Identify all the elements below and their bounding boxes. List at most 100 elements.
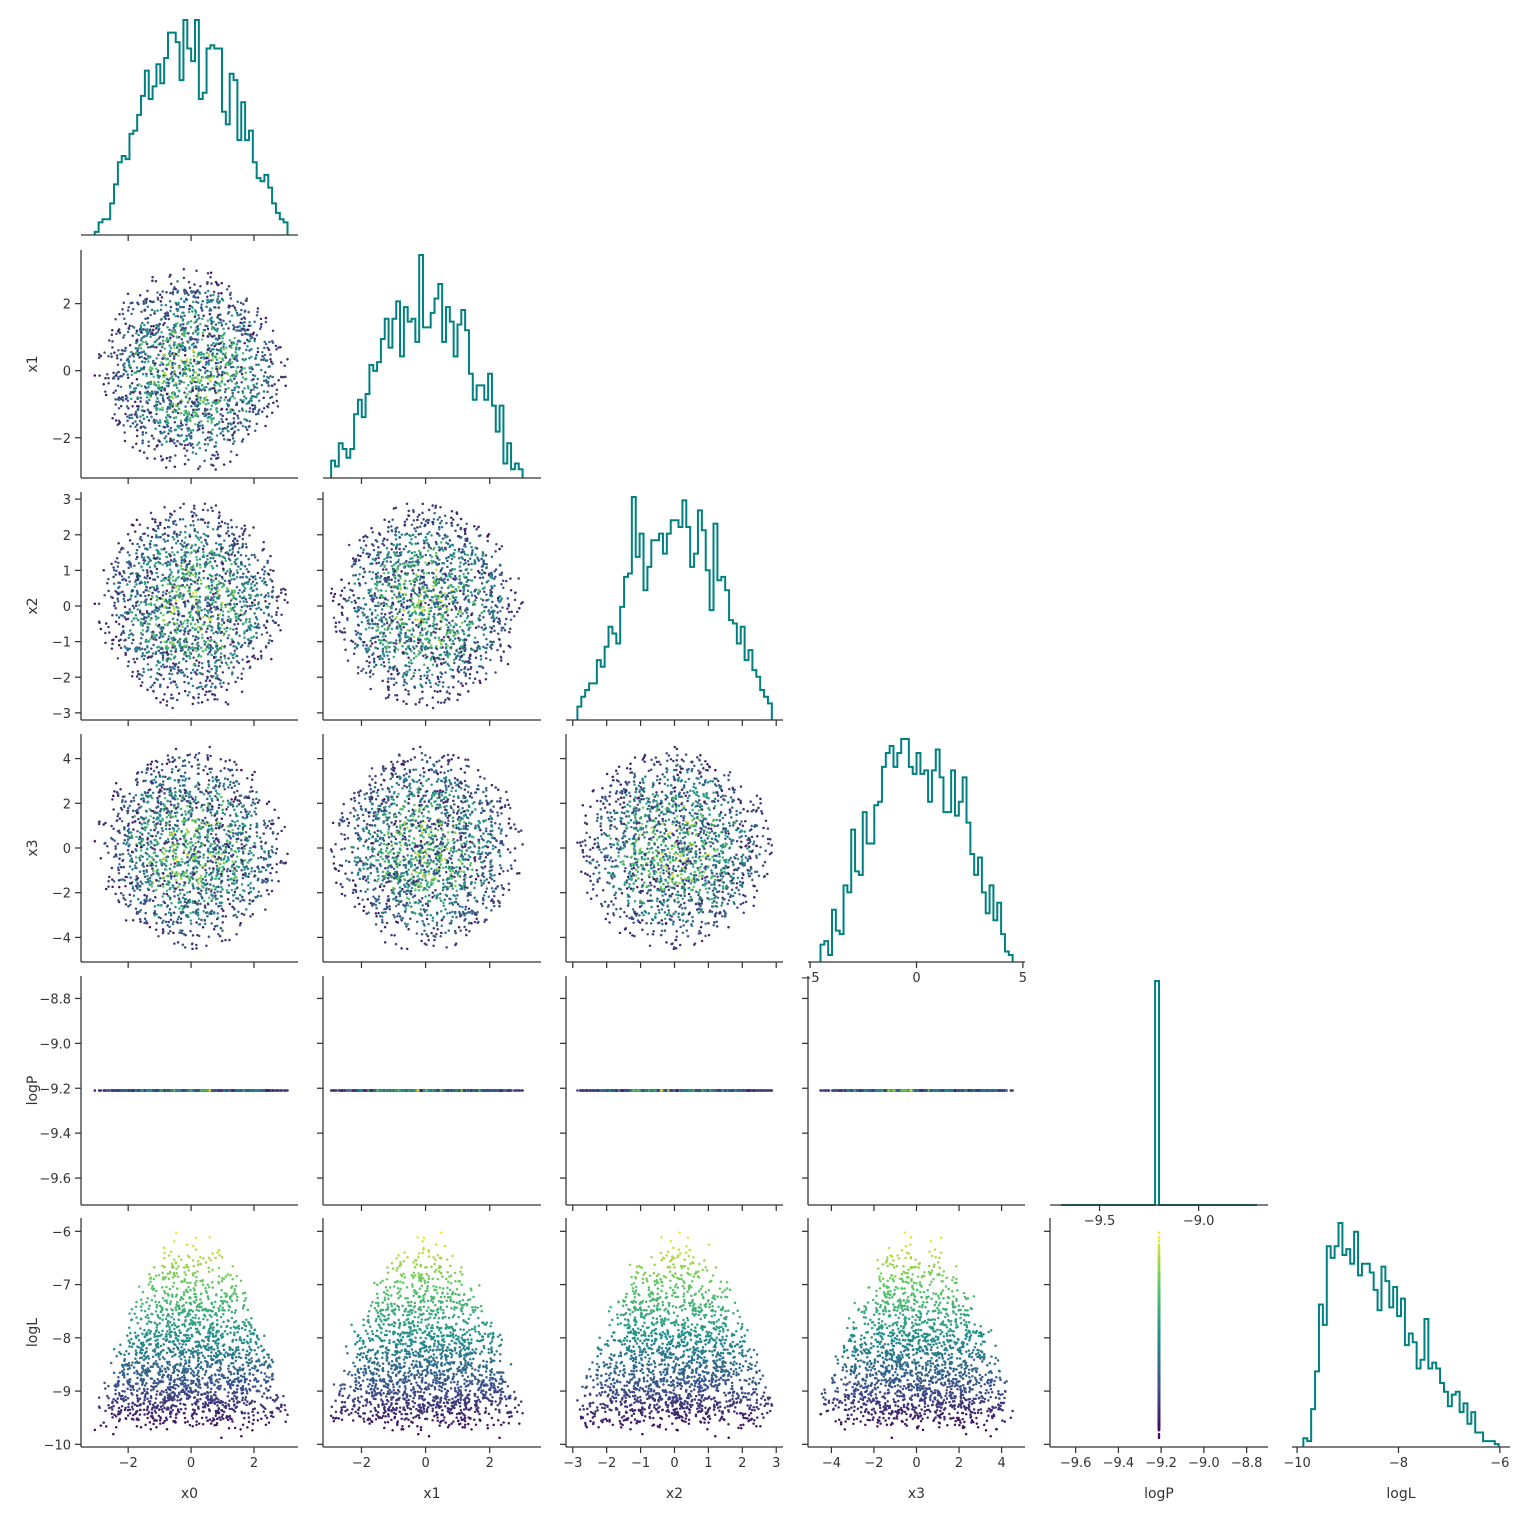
scatter-point — [141, 360, 144, 363]
scatter-point — [245, 349, 248, 352]
scatter-point — [248, 321, 251, 324]
scatter-point — [209, 294, 212, 297]
scatter-point — [157, 375, 160, 378]
scatter-point — [161, 443, 164, 446]
scatter-point — [221, 337, 224, 340]
scatter-point — [168, 429, 171, 432]
scatter-point — [174, 325, 177, 328]
scatter-point — [151, 309, 154, 312]
scatter-point — [141, 367, 144, 370]
scatter-point — [160, 300, 163, 303]
scatter-point — [261, 411, 264, 414]
scatter-point — [189, 336, 192, 339]
scatter-point — [132, 391, 135, 394]
scatter-point — [221, 415, 224, 418]
scatter-point — [193, 359, 196, 362]
scatter-point — [209, 307, 212, 310]
scatter-point — [132, 422, 135, 425]
scatter-point — [237, 391, 240, 394]
scatter-point — [187, 293, 190, 296]
scatter-point — [242, 376, 245, 379]
scatter-point — [129, 367, 132, 370]
scatter-point — [124, 347, 127, 350]
scatter-point — [163, 354, 166, 357]
scatter-point — [207, 355, 210, 358]
scatter-point — [177, 425, 180, 428]
scatter-point — [252, 333, 255, 336]
scatter-point — [176, 310, 179, 313]
scatter-point — [196, 405, 199, 408]
scatter-point — [177, 412, 180, 415]
scatter-point — [142, 414, 145, 417]
scatter-point — [149, 328, 152, 331]
scatter-point — [145, 373, 148, 376]
scatter-point — [122, 313, 125, 316]
scatter-point — [208, 378, 211, 381]
scatter-point — [247, 433, 250, 436]
scatter-point — [238, 348, 241, 351]
scatter-point — [263, 347, 266, 350]
scatter-point — [204, 443, 207, 446]
scatter-point — [153, 341, 156, 344]
scatter-point — [242, 303, 245, 306]
scatter-point — [142, 341, 145, 344]
scatter-point — [141, 439, 144, 442]
scatter-point — [149, 300, 152, 303]
scatter-point — [171, 332, 174, 335]
scatter-point — [241, 322, 244, 325]
scatter-point — [190, 429, 193, 432]
scatter-point — [211, 454, 214, 457]
scatter-point — [207, 328, 210, 331]
scatter-point — [173, 313, 176, 316]
scatter-point — [210, 433, 213, 436]
scatter-point — [183, 301, 186, 304]
scatter-point — [209, 371, 212, 374]
scatter-point — [140, 347, 143, 350]
scatter-point — [114, 389, 117, 392]
scatter-point — [123, 301, 126, 304]
scatter-point — [162, 376, 165, 379]
scatter-point — [184, 444, 187, 447]
subplot-x1-vs-x1 — [323, 255, 541, 484]
scatter-point — [240, 381, 243, 384]
scatter-point — [136, 366, 139, 369]
scatter-point — [211, 438, 214, 441]
scatter-point — [206, 295, 209, 298]
scatter-point — [238, 329, 241, 332]
scatter-point — [185, 372, 188, 375]
scatter-point — [220, 335, 223, 338]
scatter-point — [265, 379, 268, 382]
scatter-point — [209, 313, 212, 316]
scatter-point — [236, 454, 239, 457]
scatter-point — [223, 332, 226, 335]
scatter-point — [176, 347, 179, 350]
scatter-point — [245, 300, 248, 303]
scatter-point — [159, 393, 162, 396]
scatter-point — [165, 304, 168, 307]
scatter-point — [120, 359, 123, 362]
scatter-point — [212, 294, 215, 297]
scatter-point — [118, 419, 121, 422]
scatter-point — [173, 442, 176, 445]
scatter-point — [188, 574, 191, 577]
scatter-point — [183, 447, 186, 450]
scatter-point — [256, 334, 259, 337]
scatter-point — [126, 420, 129, 423]
scatter-point — [147, 445, 150, 448]
scatter-point — [194, 338, 197, 341]
scatter-point — [235, 373, 238, 376]
scatter-point — [217, 373, 220, 376]
scatter-point — [145, 341, 148, 344]
scatter-point — [234, 351, 237, 354]
scatter-point — [217, 314, 220, 317]
scatter-point — [193, 322, 196, 325]
scatter-point — [227, 412, 230, 415]
scatter-point — [218, 357, 221, 360]
scatter-point — [154, 362, 157, 365]
scatter-point — [192, 374, 195, 377]
scatter-point — [231, 434, 234, 437]
scatter-point — [160, 580, 163, 583]
scatter-point — [233, 440, 236, 443]
scatter-point — [195, 385, 198, 388]
scatter-point — [209, 408, 212, 411]
